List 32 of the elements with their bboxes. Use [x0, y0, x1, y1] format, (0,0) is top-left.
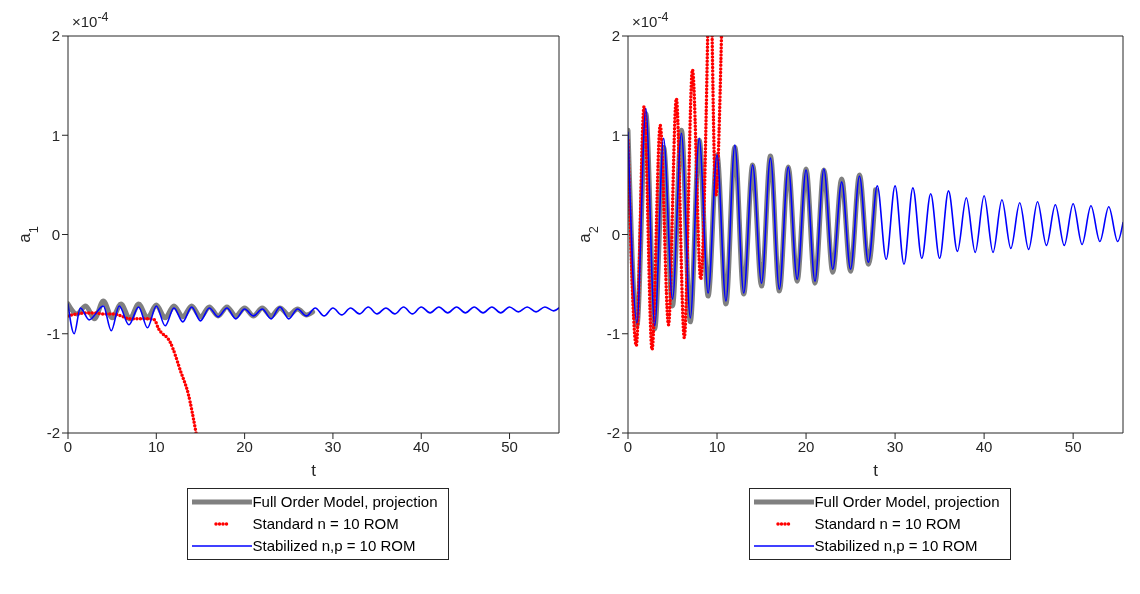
y-tick-label: -1	[46, 325, 60, 343]
y-tick-label: 2	[611, 27, 620, 45]
y-tick-label: 0	[51, 225, 60, 243]
y-tick-label: 2	[51, 27, 60, 45]
legend-label: Stabilized n,p = 10 ROM	[252, 536, 416, 556]
legend-label: Full Order Model, projection	[814, 492, 1000, 512]
x-axis-title: t	[873, 461, 879, 480]
x-tick-label: 40	[975, 437, 993, 455]
x-tick-label: 30	[886, 437, 904, 455]
x-tick-label: 20	[797, 437, 815, 455]
x-tick-label: 40	[412, 437, 430, 455]
x-tick-label: 10	[147, 437, 165, 455]
x-tick-label: 0	[623, 437, 633, 455]
x-tick-label: 50	[501, 437, 518, 455]
x-tick-label: 50	[1064, 437, 1082, 455]
y-tick-label: -2	[606, 424, 620, 442]
y-tick-label: 1	[51, 126, 60, 144]
x-axis-title: t	[311, 461, 317, 480]
legend-label: Full Order Model, projection	[252, 492, 438, 512]
x-tick-label: 20	[236, 437, 253, 455]
legend-label: Standard n = 10 ROM	[252, 514, 399, 534]
y-tick-label: -2	[46, 424, 60, 442]
x-tick-label: 30	[324, 437, 342, 455]
x-tick-label: 10	[708, 437, 726, 455]
legend-label: Standard n = 10 ROM	[814, 514, 961, 534]
y-tick-label: 0	[611, 225, 620, 243]
text: ×10$^{-4}$	[72, 10, 109, 30]
y-tick-label: -1	[606, 325, 620, 343]
x-tick-label: 0	[63, 437, 73, 455]
text: ×10$^{-4}$	[632, 10, 669, 30]
legend-label: Stabilized n,p = 10 ROM	[814, 536, 978, 556]
y-tick-label: 1	[611, 126, 620, 144]
